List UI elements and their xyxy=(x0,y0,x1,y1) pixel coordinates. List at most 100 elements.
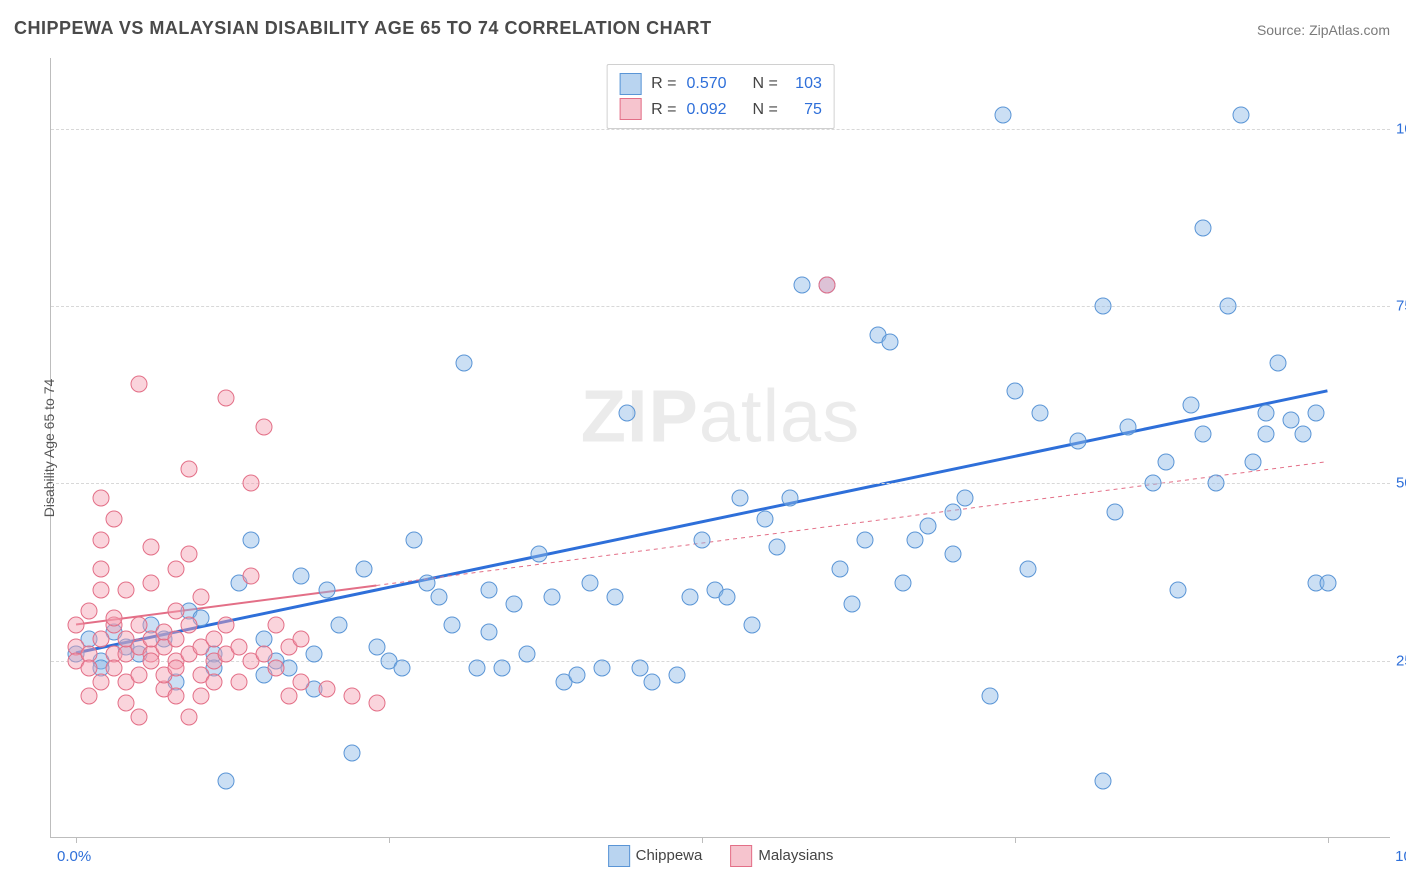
data-point xyxy=(318,581,335,598)
data-point xyxy=(356,560,373,577)
data-point xyxy=(518,645,535,662)
data-point xyxy=(80,688,97,705)
data-point xyxy=(1032,404,1049,421)
data-point xyxy=(794,276,811,293)
data-point xyxy=(293,674,310,691)
data-point xyxy=(93,631,110,648)
data-point xyxy=(681,588,698,605)
data-point xyxy=(631,659,648,676)
data-point xyxy=(756,510,773,527)
x-axis-right-label: 100.0% xyxy=(1395,848,1406,865)
watermark-light: atlas xyxy=(699,375,860,458)
data-point xyxy=(456,354,473,371)
data-point xyxy=(118,695,135,712)
series-legend: ChippewaMalaysians xyxy=(608,845,834,867)
trend-line xyxy=(376,462,1327,586)
data-point xyxy=(1207,475,1224,492)
data-point xyxy=(1019,560,1036,577)
data-point xyxy=(1270,354,1287,371)
data-point xyxy=(193,688,210,705)
data-point xyxy=(118,581,135,598)
data-point xyxy=(130,617,147,634)
data-point xyxy=(243,567,260,584)
data-point xyxy=(493,659,510,676)
source-label: Source: ZipAtlas.com xyxy=(1257,22,1390,38)
data-point xyxy=(331,617,348,634)
data-point xyxy=(318,681,335,698)
data-point xyxy=(255,418,272,435)
data-point xyxy=(180,617,197,634)
data-point xyxy=(80,603,97,620)
data-point xyxy=(343,688,360,705)
data-point xyxy=(280,688,297,705)
data-point xyxy=(143,539,160,556)
data-point xyxy=(1307,404,1324,421)
legend-item: Chippewa xyxy=(608,845,703,867)
data-point xyxy=(93,532,110,549)
data-point xyxy=(669,666,686,683)
data-point xyxy=(1007,383,1024,400)
data-point xyxy=(180,461,197,478)
data-point xyxy=(882,333,899,350)
data-point xyxy=(1295,425,1312,442)
r-value: 0.570 xyxy=(686,71,726,97)
data-point xyxy=(944,503,961,520)
data-point xyxy=(894,574,911,591)
y-axis-label: Disability Age 65 to 74 xyxy=(41,378,57,517)
data-point xyxy=(568,666,585,683)
n-value: 103 xyxy=(788,71,822,97)
data-point xyxy=(80,659,97,676)
x-tick xyxy=(1015,837,1016,843)
data-point xyxy=(243,532,260,549)
y-tick-label: 50.0% xyxy=(1396,475,1406,492)
data-point xyxy=(305,645,322,662)
data-point xyxy=(180,546,197,563)
data-point xyxy=(168,603,185,620)
data-point xyxy=(481,581,498,598)
data-point xyxy=(68,617,85,634)
data-point xyxy=(418,574,435,591)
data-point xyxy=(907,532,924,549)
data-point xyxy=(268,617,285,634)
data-point xyxy=(744,617,761,634)
data-point xyxy=(268,659,285,676)
scatter-plot: Disability Age 65 to 74 ZIPatlas R =0.57… xyxy=(50,58,1390,838)
data-point xyxy=(243,475,260,492)
data-point xyxy=(1094,773,1111,790)
data-point xyxy=(105,610,122,627)
trend-svg xyxy=(51,58,1390,837)
data-point xyxy=(218,390,235,407)
data-point xyxy=(218,773,235,790)
data-point xyxy=(919,518,936,535)
data-point xyxy=(1107,503,1124,520)
data-point xyxy=(218,617,235,634)
data-point xyxy=(368,695,385,712)
stats-row: R =0.570N =103 xyxy=(619,71,822,97)
data-point xyxy=(293,567,310,584)
data-point xyxy=(93,674,110,691)
data-point xyxy=(1195,425,1212,442)
x-tick xyxy=(1328,837,1329,843)
legend-label: Chippewa xyxy=(636,847,703,864)
data-point xyxy=(719,588,736,605)
gridline xyxy=(51,129,1390,130)
stats-swatch xyxy=(619,73,641,95)
data-point xyxy=(168,659,185,676)
r-label: R = xyxy=(651,97,676,123)
x-tick xyxy=(76,837,77,843)
y-tick-label: 75.0% xyxy=(1396,298,1406,315)
legend-swatch xyxy=(608,845,630,867)
data-point xyxy=(205,674,222,691)
data-point xyxy=(130,666,147,683)
data-point xyxy=(619,404,636,421)
y-tick-label: 100.0% xyxy=(1396,120,1406,137)
data-point xyxy=(230,638,247,655)
data-point xyxy=(393,659,410,676)
data-point xyxy=(506,596,523,613)
data-point xyxy=(406,532,423,549)
data-point xyxy=(93,581,110,598)
gridline xyxy=(51,306,1390,307)
data-point xyxy=(180,709,197,726)
data-point xyxy=(168,560,185,577)
data-point xyxy=(831,560,848,577)
